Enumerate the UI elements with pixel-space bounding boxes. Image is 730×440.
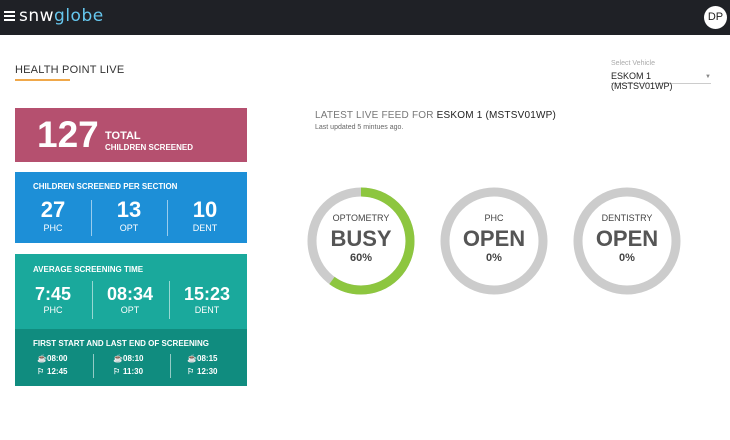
times-dent: ☕08:15 ⚐ 12:30 xyxy=(187,354,247,380)
avg-stat-opt: 08:34 OPT xyxy=(92,283,168,315)
gauge-name: DENTISTRY xyxy=(601,213,653,223)
total-label: TOTAL xyxy=(105,130,141,142)
divider xyxy=(170,354,171,378)
divider xyxy=(91,200,92,236)
start-time: 08:00 xyxy=(47,354,68,363)
stat-value: 7:45 xyxy=(34,284,72,304)
vehicle-select[interactable]: ESKOM 1 (MSTSV01WP) ▼ xyxy=(611,71,711,91)
stat-label: OPT xyxy=(119,223,139,233)
gauge-ring xyxy=(573,187,681,295)
avg-stat-phc: 7:45 PHC xyxy=(15,283,91,315)
gauge-ring xyxy=(440,187,548,295)
gauge-name: OPTOMETRY xyxy=(332,213,390,223)
gauge-percent: 0% xyxy=(619,252,635,264)
avatar[interactable]: DP xyxy=(704,6,727,29)
section-stat-dent: 10 DENT xyxy=(167,197,243,233)
live-feed-vehicle: ESKOM 1 (MSTSV01WP) xyxy=(436,110,557,121)
flag-icon: ⚐ xyxy=(37,367,45,376)
page-title: HEALTH POINT LIVE xyxy=(15,64,125,76)
menu-icon[interactable] xyxy=(4,11,15,22)
gauge-percent: 60% xyxy=(349,252,373,264)
stat-value: 15:23 xyxy=(183,284,231,304)
start-icon: ☕ xyxy=(187,354,197,363)
gauge-track xyxy=(440,187,548,295)
gauge-optometry: OPTOMETRY BUSY 60% xyxy=(306,186,416,296)
screened-per-section-card: CHILDREN SCREENED PER SECTION 27 PHC 13 … xyxy=(15,172,247,243)
total-sublabel: CHILDREN SCREENED xyxy=(105,143,194,152)
gauge-ring xyxy=(307,187,415,295)
last-updated-text: Last updated 5 mintues ago. xyxy=(315,124,404,131)
gauge-fill xyxy=(307,187,415,295)
gauge-track xyxy=(573,187,681,295)
section-stat-phc: 27 PHC xyxy=(15,197,91,233)
start-icon: ☕ xyxy=(113,354,123,363)
gauge-status: BUSY xyxy=(330,226,392,251)
divider xyxy=(167,200,168,236)
total-screened-value: 127 xyxy=(37,114,99,155)
start-icon: ☕ xyxy=(37,354,47,363)
gauge-status: OPEN xyxy=(595,226,659,251)
top-bar: snwglobe DP xyxy=(0,0,730,35)
stat-value: 13 xyxy=(116,197,142,222)
end-time: 12:30 xyxy=(197,367,218,376)
section-stat-opt: 13 OPT xyxy=(91,197,167,233)
vehicle-select-value: ESKOM 1 (MSTSV01WP) xyxy=(611,71,673,91)
stat-value: 27 xyxy=(40,197,66,222)
avg-card-title: AVERAGE SCREENING TIME xyxy=(33,265,144,274)
gauge-name: PHC xyxy=(484,213,504,223)
avg-screening-time-card: AVERAGE SCREENING TIME 7:45 PHC 08:34 OP… xyxy=(15,254,247,386)
stat-label: OPT xyxy=(120,305,140,315)
flag-icon: ⚐ xyxy=(113,367,121,376)
start-end-title: FIRST START AND LAST END OF SCREENING xyxy=(33,339,209,348)
divider xyxy=(92,281,93,319)
title-underline xyxy=(15,79,70,81)
stat-value: 10 xyxy=(192,197,218,222)
section-card-title: CHILDREN SCREENED PER SECTION xyxy=(33,182,178,191)
chevron-down-icon: ▼ xyxy=(705,74,711,80)
stat-label: DENT xyxy=(192,223,218,233)
end-time: 12:45 xyxy=(47,367,68,376)
start-end-times-panel: FIRST START AND LAST END OF SCREENING ☕0… xyxy=(15,329,247,386)
flag-icon: ⚐ xyxy=(187,367,195,376)
gauge-phc: PHC OPEN 0% xyxy=(439,186,549,296)
app-logo[interactable]: snwglobe xyxy=(19,6,104,26)
live-feed-title: LATEST LIVE FEED FOR ESKOM 1 (MSTSV01WP) xyxy=(315,110,557,121)
stat-value: 08:34 xyxy=(106,284,154,304)
start-time: 08:15 xyxy=(197,354,218,363)
times-opt: ☕08:10 ⚐ 11:30 xyxy=(113,354,173,380)
avg-stat-dent: 15:23 DENT xyxy=(169,283,245,315)
total-screened-card: 127 TOTAL CHILDREN SCREENED xyxy=(15,108,247,162)
gauge-status: OPEN xyxy=(462,226,526,251)
gauge-dentistry: DENTISTRY OPEN 0% xyxy=(572,186,682,296)
times-phc: ☕08:00 ⚐ 12:45 xyxy=(37,354,97,380)
vehicle-select-label: Select Vehicle xyxy=(611,60,655,67)
end-time: 11:30 xyxy=(123,367,144,376)
gauge-percent: 0% xyxy=(486,252,502,264)
divider xyxy=(93,354,94,378)
divider xyxy=(169,281,170,319)
stat-label: PHC xyxy=(43,305,63,315)
stat-label: DENT xyxy=(194,305,220,315)
start-time: 08:10 xyxy=(123,354,144,363)
stat-label: PHC xyxy=(43,223,63,233)
